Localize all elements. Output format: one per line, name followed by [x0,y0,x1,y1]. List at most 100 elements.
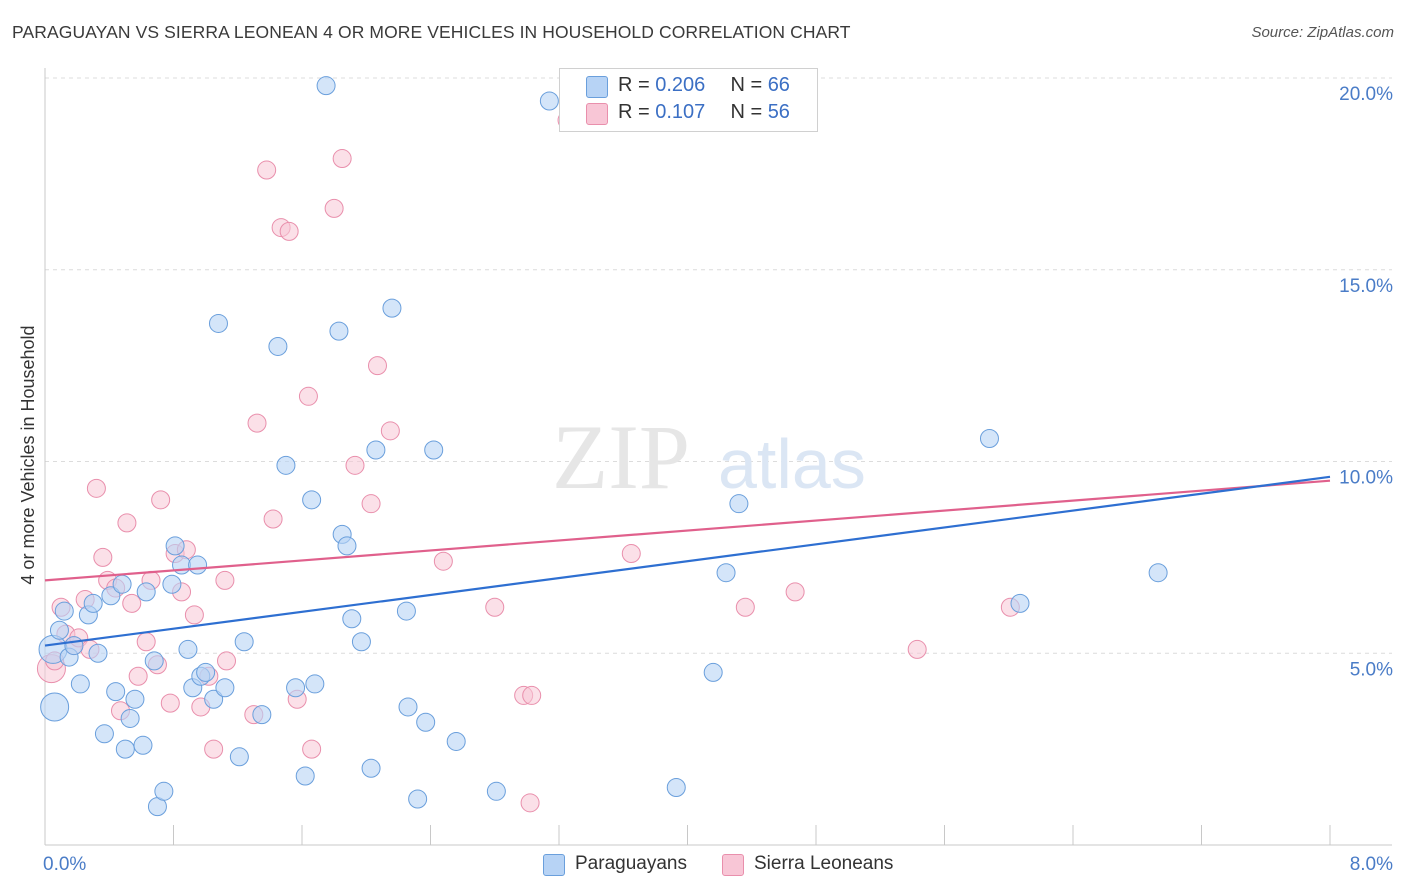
point-sierra-leonean [367,356,387,376]
point-paraguayan [165,536,185,556]
n-value: 56 [767,101,790,123]
x-tick-label: 8.0% [1350,854,1393,875]
point-sierra-leonean [122,593,142,613]
point-paraguayan [361,758,381,778]
point-paraguayan [188,555,208,575]
point-sierra-leonean [332,149,352,169]
point-paraguayan [120,708,140,728]
point-sierra-leonean [520,793,540,813]
point-sierra-leonean [345,455,365,475]
point-paraguayan [83,593,103,613]
point-paraguayan [178,639,198,659]
point-paraguayan [115,739,135,759]
point-paraguayan [979,428,999,448]
point-sierra-leonean [263,509,283,529]
point-paraguayan [101,586,121,606]
point-paraguayan [40,692,70,722]
point-paraguayan [337,536,357,556]
point-sierra-leonean [361,494,381,514]
r-value: 0.107 [655,101,706,123]
point-sierra-leonean [279,221,299,241]
point-paraguayan [234,632,254,652]
sierra-leoneans-swatch [586,103,608,125]
trend-line-sierra-leoneans [44,479,1331,582]
point-paraguayan [295,766,315,786]
point-sierra-leonean [380,421,400,441]
watermark-atlas: atlas [718,425,866,503]
watermark: ZIP atlas [552,406,866,508]
y-tick-label: 15.0% [1339,276,1393,297]
point-paraguayan [136,582,156,602]
gridlines [45,77,1392,654]
point-paraguayan [366,440,386,460]
n-value: 66 [767,74,790,96]
point-paraguayan [64,636,84,656]
y-tick-label: 5.0% [1350,659,1393,680]
point-paraguayan [1010,593,1030,613]
point-paraguayan [302,490,322,510]
point-paraguayan [268,336,288,356]
legend-label: Sierra Leoneans [754,853,894,874]
series-paraguayans [38,76,1168,817]
point-paraguayan [342,609,362,629]
point-paraguayan [729,494,749,514]
point-sierra-leonean [621,544,641,564]
point-paraguayan [486,781,506,801]
point-paraguayan [286,678,306,698]
r-label: R = [618,101,650,123]
point-paraguayan [204,689,224,709]
point-paraguayan [416,712,436,732]
point-sierra-leonean [485,597,505,617]
point-paraguayan [329,321,349,341]
point-paraguayan [112,574,132,594]
y-tick-label: 10.0% [1339,468,1393,489]
point-sierra-leonean [136,632,156,652]
point-paraguayan [398,697,418,717]
chart-title: PARAGUAYAN VS SIERRA LEONEAN 4 OR MORE V… [12,22,851,42]
point-sierra-leonean [117,513,137,533]
point-sierra-leonean [907,639,927,659]
point-paraguayan [208,313,228,333]
point-sierra-leonean [184,605,204,625]
point-sierra-leonean [217,651,237,671]
point-paraguayan [88,643,108,663]
point-sierra-leonean [93,547,113,567]
point-paraguayan [276,455,296,475]
point-paraguayan [94,724,114,744]
point-sierra-leonean [298,386,318,406]
point-paraguayan [70,674,90,694]
point-paraguayan [408,789,428,809]
sierra-leoneans-swatch [722,854,744,876]
r-label: R = [618,74,650,96]
paraguayans-swatch [543,854,565,876]
source-credit: Source: ZipAtlas.com [1251,24,1394,41]
point-paraguayan [382,298,402,318]
point-paraguayan [703,662,723,682]
legend-label: Paraguayans [575,853,687,874]
point-sierra-leonean [86,478,106,498]
point-paraguayan [54,601,74,621]
point-paraguayan [49,620,69,640]
trend-lines [44,475,1331,647]
point-paraguayan [316,76,336,96]
point-sierra-leonean [247,413,267,433]
point-sierra-leonean [324,198,344,218]
point-paraguayan [229,747,249,767]
point-paraguayan [666,777,686,797]
point-sierra-leonean [785,582,805,602]
point-paraguayan [154,781,174,801]
point-sierra-leonean [522,685,542,705]
point-sierra-leonean [433,551,453,571]
point-paraguayan [144,651,164,671]
point-paraguayan [351,632,371,652]
point-paraguayan [446,731,466,751]
point-paraguayan [716,563,736,583]
trend-line-paraguayans [44,475,1331,647]
point-sierra-leonean [204,739,224,759]
n-label: N = [730,74,763,96]
point-sierra-leonean [160,693,180,713]
point-sierra-leonean [257,160,277,180]
tick-labels: 5.0% 10.0% 15.0% 20.0% 0.0% 8.0% [43,84,1393,875]
point-paraguayan [215,678,235,698]
